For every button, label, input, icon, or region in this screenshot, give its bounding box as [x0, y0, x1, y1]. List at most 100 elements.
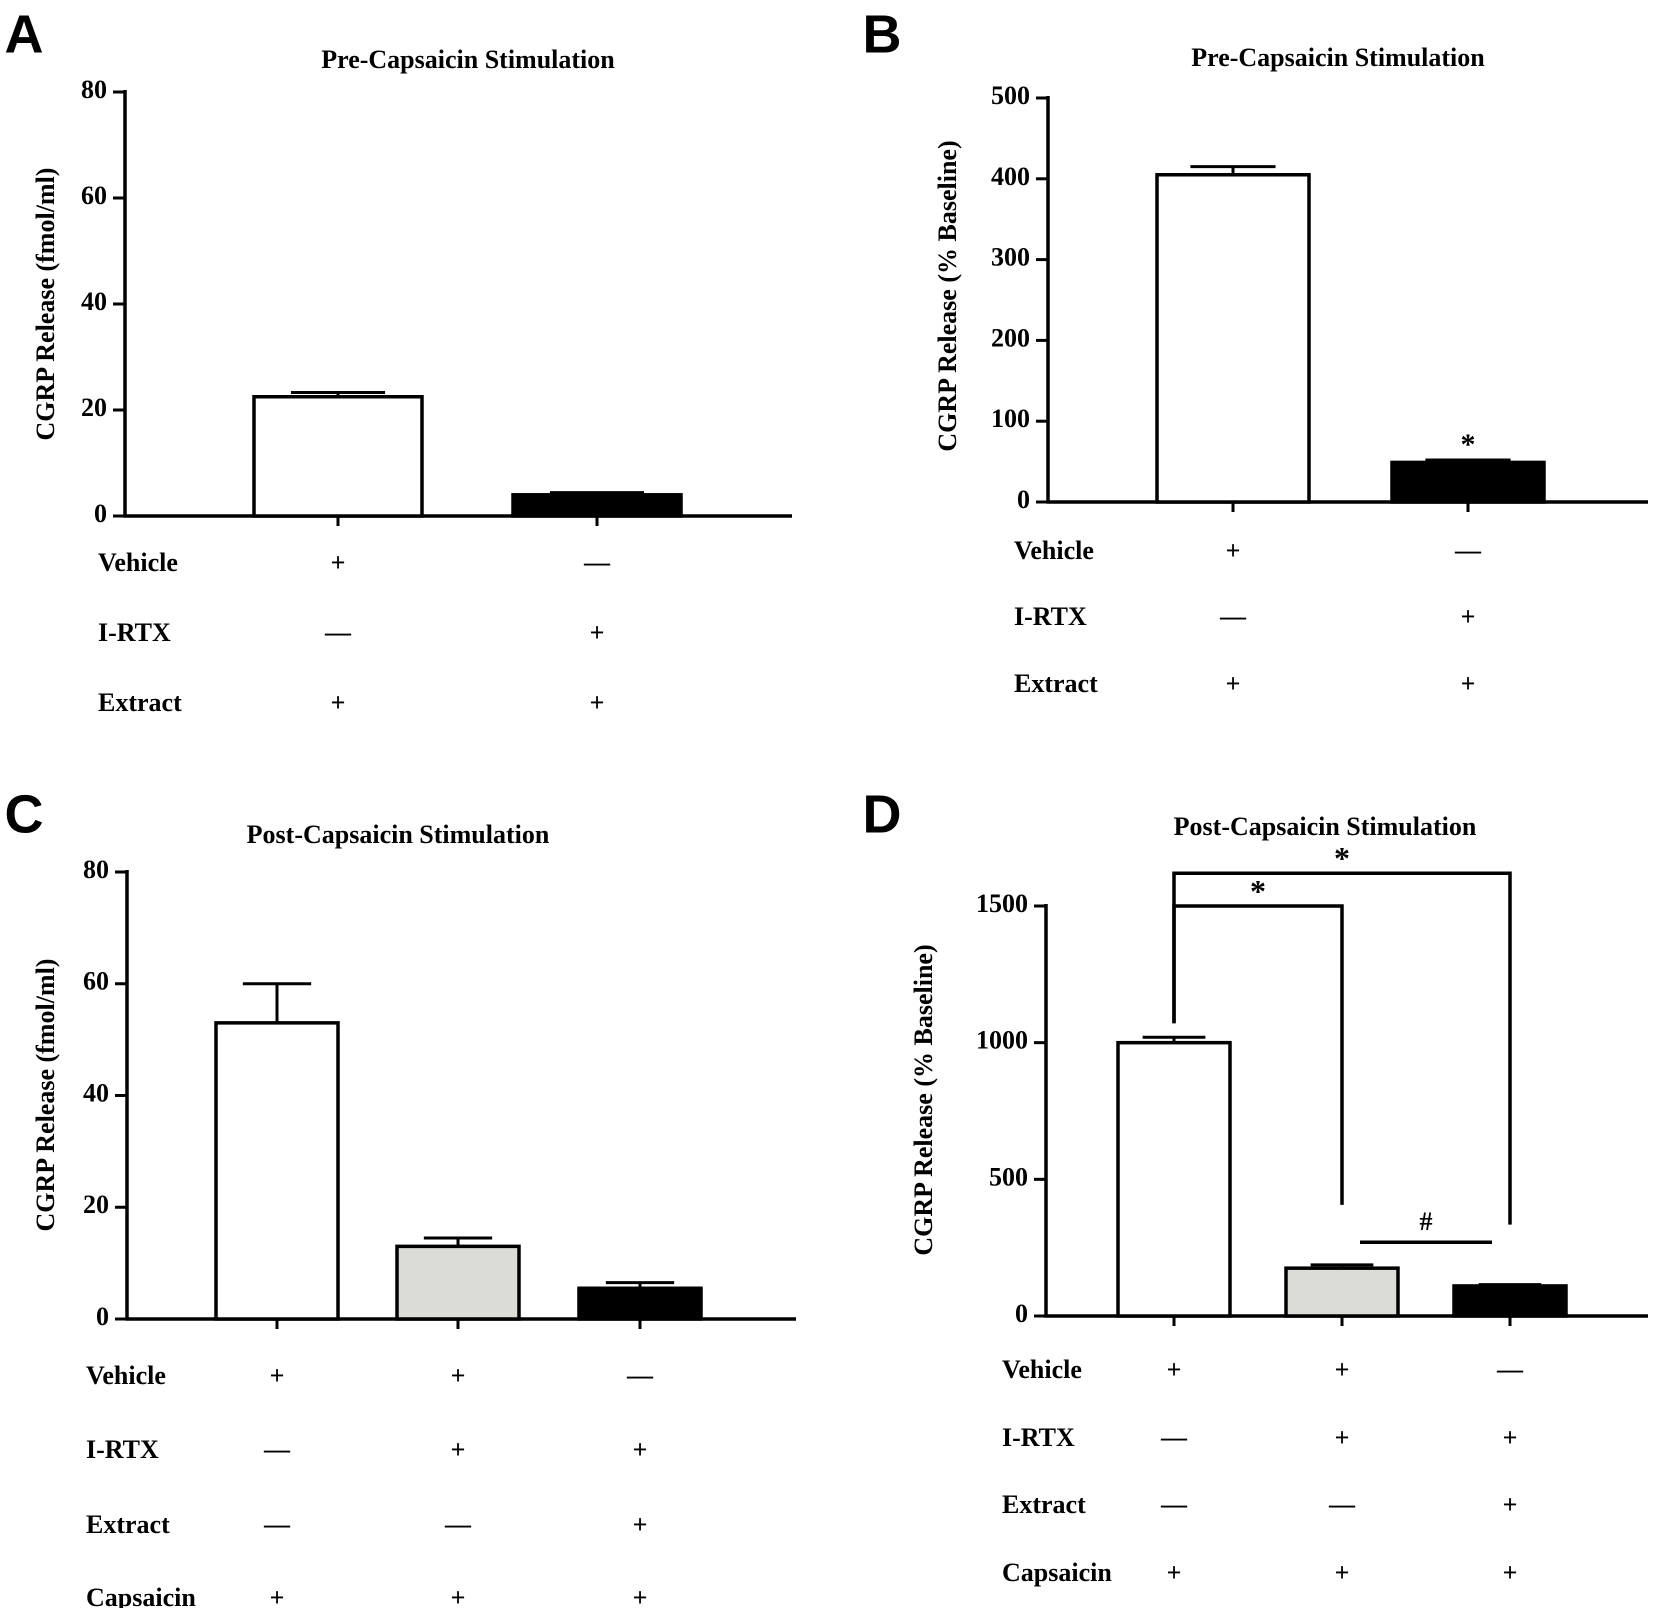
panel-letter: D: [863, 784, 902, 844]
condition-mark: —: [263, 1435, 291, 1464]
condition-mark: —: [626, 1361, 654, 1390]
y-tick-label: 400: [991, 162, 1030, 191]
y-axis-label: CGRP Release (% Baseline): [933, 140, 962, 451]
bar-black: [1452, 1284, 1568, 1318]
condition-mark: —: [1454, 536, 1482, 565]
y-tick-label: 20: [81, 393, 107, 422]
bar-white: [252, 395, 424, 518]
y-tick-label: 500: [991, 81, 1030, 110]
condition-mark: +: [451, 1361, 466, 1390]
y-tick-label: 60: [83, 967, 109, 996]
panel-c: C Post-Capsaicin Stimulation CGRP Release …: [5, 784, 796, 1608]
condition-mark: +: [451, 1583, 466, 1608]
condition-label: Extract: [1002, 1490, 1086, 1519]
condition-mark: +: [451, 1435, 466, 1464]
y-tick-label: 300: [991, 243, 1030, 272]
condition-mark: +: [1335, 1423, 1350, 1452]
y-tick-label: 100: [991, 404, 1030, 433]
condition-mark: +: [1335, 1355, 1350, 1384]
condition-label: Extract: [1014, 669, 1098, 698]
bar-grey: [395, 1244, 521, 1321]
condition-mark: —: [583, 548, 611, 577]
significance-marker: *: [1461, 428, 1476, 461]
y-axis-label: CGRP Release (fmol/ml): [31, 959, 60, 1232]
condition-mark: +: [270, 1583, 285, 1608]
y-tick-label: 60: [81, 181, 107, 210]
condition-label: Vehicle: [98, 548, 178, 577]
y-tick-label: 1500: [976, 889, 1028, 918]
significance-marker: *: [1250, 873, 1266, 909]
condition-mark: +: [1167, 1355, 1182, 1384]
bar-black: [511, 493, 683, 518]
y-tick-label: 20: [83, 1190, 109, 1219]
bar-grey: [1284, 1266, 1400, 1318]
condition-label: Capsaicin: [1002, 1558, 1112, 1587]
chart-title: Pre-Capsaicin Stimulation: [1191, 43, 1485, 72]
condition-mark: +: [590, 618, 605, 647]
condition-mark: +: [1461, 602, 1476, 631]
y-axis-label: CGRP Release (fmol/ml): [31, 168, 60, 441]
condition-label: Vehicle: [86, 1361, 166, 1390]
condition-mark: +: [1226, 536, 1241, 565]
bar-black: [577, 1286, 703, 1321]
condition-label: Vehicle: [1014, 536, 1094, 565]
condition-mark: +: [331, 688, 346, 717]
panel-b: B Pre-Capsaicin Stimulation CGRP Release (…: [863, 4, 1648, 698]
significance-marker: #: [1420, 1207, 1433, 1236]
significance-bracket: [1172, 904, 1344, 1205]
significance-marker: *: [1334, 840, 1350, 876]
condition-mark: —: [1496, 1355, 1524, 1384]
panel-d: D Post-Capsaicin Stimulation CGRP Release …: [863, 784, 1648, 1587]
chart-title: Pre-Capsaicin Stimulation: [321, 45, 615, 74]
condition-mark: —: [1328, 1490, 1356, 1519]
panel-a: A Pre-Capsaicin Stimulation CGRP Release (…: [5, 4, 792, 717]
chart-title: Post-Capsaicin Stimulation: [247, 820, 550, 849]
y-tick-label: 0: [96, 1302, 109, 1331]
condition-mark: —: [1160, 1490, 1188, 1519]
condition-label: Extract: [98, 688, 182, 717]
condition-mark: +: [1226, 669, 1241, 698]
condition-mark: +: [1461, 669, 1476, 698]
condition-mark: +: [1503, 1558, 1518, 1587]
panel-letter: C: [5, 784, 44, 844]
y-tick-label: 0: [1017, 485, 1030, 514]
y-tick-label: 40: [83, 1078, 109, 1107]
y-tick-label: 500: [989, 1162, 1028, 1191]
y-tick-label: 0: [94, 499, 107, 528]
condition-label: Extract: [86, 1510, 170, 1539]
condition-mark: +: [1503, 1490, 1518, 1519]
condition-label: Capsaicin: [86, 1583, 196, 1608]
condition-mark: —: [1219, 602, 1247, 631]
bar-white: [1116, 1040, 1232, 1318]
chart-title: Post-Capsaicin Stimulation: [1174, 812, 1477, 841]
condition-mark: —: [263, 1510, 291, 1539]
panel-letter: B: [863, 4, 902, 64]
panel-letter: A: [5, 4, 44, 64]
condition-mark: +: [633, 1510, 648, 1539]
condition-mark: +: [1503, 1423, 1518, 1452]
condition-label: Vehicle: [1002, 1355, 1082, 1384]
y-tick-label: 80: [81, 75, 107, 104]
y-tick-label: 200: [991, 323, 1030, 352]
condition-label: I-RTX: [1002, 1423, 1075, 1452]
condition-mark: —: [444, 1510, 472, 1539]
condition-mark: +: [1167, 1558, 1182, 1587]
condition-mark: —: [324, 618, 352, 647]
y-tick-label: 0: [1015, 1299, 1028, 1328]
condition-mark: +: [1335, 1558, 1350, 1587]
condition-mark: —: [1160, 1423, 1188, 1452]
bar-white: [1155, 173, 1311, 504]
condition-label: I-RTX: [98, 618, 171, 647]
condition-label: I-RTX: [1014, 602, 1087, 631]
condition-mark: +: [633, 1435, 648, 1464]
y-tick-label: 80: [83, 855, 109, 884]
condition-mark: +: [331, 548, 346, 577]
bar-white: [214, 1021, 340, 1321]
bar-black: [1390, 460, 1546, 504]
y-tick-label: 1000: [976, 1026, 1028, 1055]
condition-mark: +: [270, 1361, 285, 1390]
y-tick-label: 40: [81, 287, 107, 316]
condition-label: I-RTX: [86, 1435, 159, 1464]
y-axis-label: CGRP Release (% Baseline): [909, 944, 938, 1255]
